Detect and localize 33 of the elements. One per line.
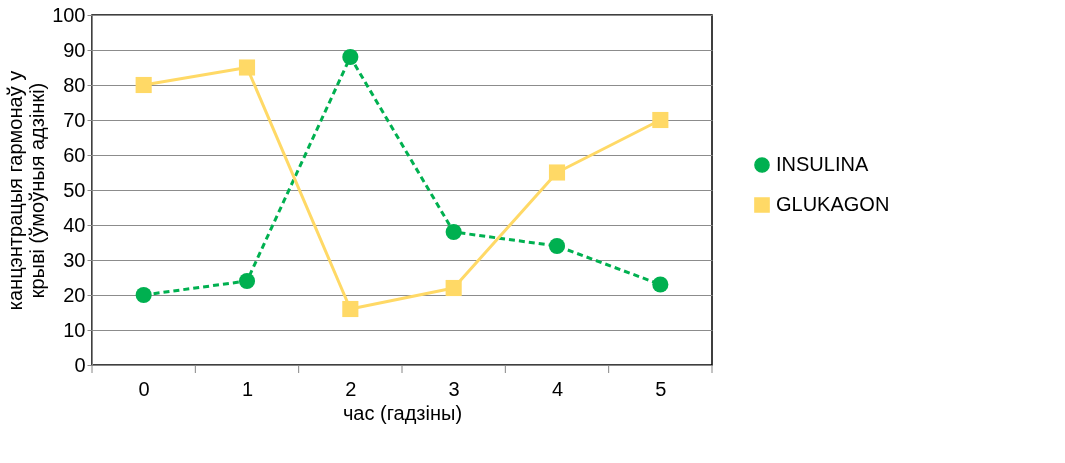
y-tick-label: 60	[63, 143, 86, 166]
x-tick-label: 3	[448, 377, 460, 400]
y-axis-title: канцэнтрацыя гармонаў у крыві (ўмоўныя адзінкі)	[4, 70, 49, 311]
point	[445, 223, 462, 241]
y-tick-label: 30	[63, 248, 86, 271]
y-tick-label: 40	[63, 213, 86, 236]
y-tick-label: 80	[63, 73, 86, 96]
x-tick-label: 2	[345, 377, 357, 400]
legend-label: INSULINA	[776, 153, 869, 175]
y-tick-label: 70	[63, 108, 86, 131]
point	[135, 286, 152, 304]
point	[652, 111, 669, 129]
y-tick-label: 50	[63, 178, 86, 201]
y-tick-label: 10	[63, 318, 86, 341]
x-tick-label: 4	[551, 377, 564, 400]
point	[238, 272, 256, 290]
point	[342, 300, 359, 318]
point	[548, 164, 566, 181]
x-tick-label: 1	[241, 377, 254, 400]
x-axis-title: час (гадзіны)	[342, 401, 463, 424]
y-tick-label: 0	[74, 353, 86, 376]
point	[342, 48, 359, 66]
y-tick-label: 20	[63, 283, 86, 306]
point	[445, 279, 462, 297]
point	[652, 276, 669, 293]
y-tick-label: 90	[63, 38, 86, 61]
legend-label: GLUKAGON	[776, 193, 890, 215]
point	[135, 76, 152, 94]
x-tick-label: 5	[655, 377, 667, 400]
x-tick-label: 0	[138, 377, 150, 400]
point	[238, 59, 256, 76]
point	[548, 237, 566, 255]
y-tick-label: 100	[52, 3, 86, 26]
